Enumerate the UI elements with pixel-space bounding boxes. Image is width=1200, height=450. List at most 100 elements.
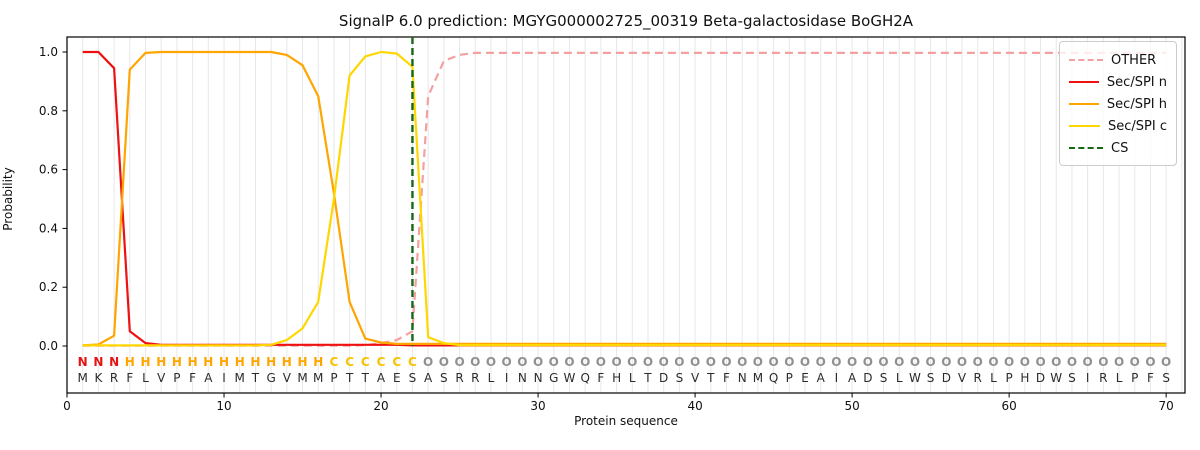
sequence-letter: I (1086, 371, 1090, 385)
region-letter: O (1083, 355, 1093, 369)
sequence-letter: V (157, 371, 166, 385)
sequence-letter: S (676, 371, 684, 385)
region-letter: O (674, 355, 684, 369)
sequence-letter: V (958, 371, 967, 385)
region-letter: O (611, 355, 621, 369)
sequence-letter: S (1068, 371, 1076, 385)
sequence-letter: H (1020, 371, 1029, 385)
region-letter: C (361, 355, 370, 369)
sequence-letter: L (629, 371, 636, 385)
legend-label-sec-spi-h: Sec/SPI h (1106, 96, 1167, 112)
region-letter: O (470, 355, 480, 369)
region-letter: O (627, 355, 637, 369)
legend-label-other: OTHER (1111, 52, 1157, 68)
region-letter: O (753, 355, 763, 369)
region-letter: O (988, 355, 998, 369)
y-tick-label: 0.4 (39, 221, 58, 235)
sequence-letter: W (1050, 371, 1062, 385)
sequence-letter: A (848, 371, 857, 385)
x-tick-label: 50 (844, 399, 859, 413)
y-tick-label: 0.2 (39, 280, 58, 294)
sequence-letter: D (942, 371, 951, 385)
sequence-letter: P (173, 371, 180, 385)
x-tick-label: 60 (1001, 399, 1016, 413)
sequence-letter: A (424, 371, 433, 385)
x-tick-label: 10 (216, 399, 231, 413)
region-letter: H (219, 355, 229, 369)
region-letter: O (1145, 355, 1155, 369)
region-letter: O (596, 355, 606, 369)
region-letter: C (330, 355, 339, 369)
region-letter: O (659, 355, 669, 369)
region-letter: O (941, 355, 951, 369)
region-letter: C (377, 355, 386, 369)
sequence-letter: G (549, 371, 558, 385)
region-letter: O (1020, 355, 1030, 369)
region-letter: N (78, 355, 88, 369)
sequence-letter: R (974, 371, 982, 385)
region-letter: H (282, 355, 292, 369)
region-letter: O (1130, 355, 1140, 369)
x-tick-label: 70 (1159, 399, 1174, 413)
region-letter: O (768, 355, 778, 369)
series-sec-spi-c (82, 50, 1167, 347)
legend-item-sec-spi-n: Sec/SPI n (1069, 71, 1167, 93)
x-tick-label: 20 (373, 399, 388, 413)
region-letter: H (235, 355, 245, 369)
sequence-letter: L (990, 371, 997, 385)
region-letter: O (1067, 355, 1077, 369)
sequence-letter: A (817, 371, 826, 385)
x-tick-label: 40 (687, 399, 702, 413)
legend-line-sec-spi-h (1069, 103, 1099, 105)
sequence-letter: D (1036, 371, 1045, 385)
sequence-letter: S (440, 371, 448, 385)
sequence-letter: H (612, 371, 621, 385)
legend-item-other: OTHER (1069, 49, 1167, 71)
sequence-letter: S (880, 371, 888, 385)
region-letter: O (643, 355, 653, 369)
legend-line-other (1069, 59, 1103, 61)
region-letter: O (564, 355, 574, 369)
sequence-letter: P (330, 371, 337, 385)
legend-line-sec-spi-c (1069, 125, 1101, 127)
series-other (82, 51, 1167, 347)
region-letter: O (926, 355, 936, 369)
sequence-letter: S (927, 371, 935, 385)
sequence-letter: F (126, 371, 133, 385)
legend: OTHER Sec/SPI n Sec/SPI h Sec/SPI c CS (1059, 41, 1177, 166)
region-letter: O (1035, 355, 1045, 369)
sequence-letter: F (189, 371, 196, 385)
series-sec-spi-h (82, 50, 1167, 347)
region-letter: O (973, 355, 983, 369)
region-letter: O (549, 355, 559, 369)
region-letter: O (784, 355, 794, 369)
region-letter: O (1114, 355, 1124, 369)
region-letter: O (863, 355, 873, 369)
sequence-letter: R (471, 371, 479, 385)
sequence-letter: R (1099, 371, 1107, 385)
region-letter: O (690, 355, 700, 369)
region-letter: O (486, 355, 496, 369)
sequence-letter: L (1116, 371, 1123, 385)
sequence-letter: N (518, 371, 527, 385)
sequence-letter: L (896, 371, 903, 385)
region-letter: C (392, 355, 401, 369)
sequence-letter: I (222, 371, 226, 385)
region-letter: H (298, 355, 308, 369)
region-letter: H (266, 355, 276, 369)
legend-line-cs (1069, 147, 1103, 149)
legend-label-sec-spi-c: Sec/SPI c (1108, 118, 1167, 134)
legend-item-cs: CS (1069, 137, 1167, 159)
region-letter: H (188, 355, 198, 369)
region-letter: N (109, 355, 119, 369)
region-letter: O (439, 355, 449, 369)
sequence-letter: W (564, 371, 576, 385)
x-tick-label: 0 (63, 399, 71, 413)
legend-item-sec-spi-c: Sec/SPI c (1069, 115, 1167, 137)
sequence-letter: P (786, 371, 793, 385)
sequence-letter: Q (769, 371, 778, 385)
sequence-letter: P (1006, 371, 1013, 385)
sequence-letter: D (659, 371, 668, 385)
sequence-letter: F (597, 371, 604, 385)
sequence-letter: T (251, 371, 260, 385)
